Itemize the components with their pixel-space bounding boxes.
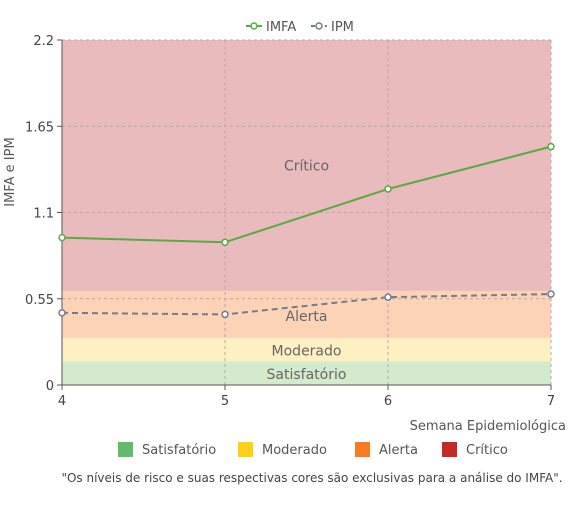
zone-legend-label: Alerta [379, 443, 418, 458]
y-tick-label-1: 0 [46, 379, 54, 394]
x-tick-label-4: 7 [547, 394, 555, 409]
y-tick-label-3: 1.1 [33, 207, 54, 222]
zone-legend-swatch [442, 442, 457, 457]
zone-legend-swatch [238, 442, 253, 457]
legend-label: IPM [331, 20, 354, 35]
axes: 0 0.55 1.1 1.65 2.2 4 5 6 7 [25, 34, 555, 409]
zone-legend-item-1[interactable]: Satisfatório [118, 442, 216, 458]
zone-legend-swatch [118, 442, 133, 457]
zone-label-2: Alerta [286, 309, 328, 325]
zone-band-1 [62, 361, 551, 385]
zone-legend-item-4[interactable]: Crítico [442, 442, 508, 458]
point-ipm-4[interactable] [547, 290, 555, 298]
point-imfa-3[interactable] [384, 185, 392, 193]
y-tick-label-4: 1.65 [25, 120, 54, 135]
risk-zones [62, 40, 551, 385]
point-imfa-2[interactable] [221, 238, 229, 247]
point-ipm-2[interactable] [221, 310, 229, 319]
y-axis-title: IMFA e IPM [3, 137, 18, 206]
point-ipm-3[interactable] [384, 293, 392, 301]
point-imfa-1[interactable] [58, 233, 66, 242]
zone-legend-label: Moderado [262, 443, 327, 458]
legend-label: IMFA [266, 20, 296, 35]
x-axis-title: Semana Epidemiológica [410, 419, 566, 434]
x-tick-label-1: 4 [58, 394, 66, 409]
legend-item-imfa[interactable]: IMFA [246, 20, 296, 35]
zone-label-1: Crítico [284, 158, 329, 174]
y-tick-label-2: 0.55 [25, 293, 54, 308]
zone-legend[interactable]: Satisfatório Moderado Alerta Crítico [118, 442, 508, 458]
y-tick-label-5: 2.2 [33, 34, 54, 49]
zone-legend-label: Crítico [466, 443, 508, 458]
zone-label-4: Satisfatório [267, 367, 347, 383]
x-tick-label-3: 6 [384, 394, 392, 409]
series-line-imfa [61, 145, 552, 244]
zone-legend-item-2[interactable]: Moderado [238, 442, 327, 458]
zone-legend-item-3[interactable]: Alerta [355, 442, 418, 458]
point-imfa-4[interactable] [547, 142, 555, 151]
zone-band-4 [62, 40, 551, 291]
legend-swatch-marker [250, 22, 258, 30]
point-ipm-1[interactable] [58, 309, 66, 317]
zone-legend-swatch [355, 442, 370, 457]
zone-labels: Crítico Alerta Moderado Satisfatório [267, 158, 347, 383]
zone-legend-label: Satisfatório [142, 443, 216, 458]
zone-label-3: Moderado [272, 344, 342, 360]
legend-swatch-marker [315, 22, 323, 30]
x-tick-label-2: 5 [221, 394, 229, 409]
series-legend[interactable]: IMFA IPM [246, 20, 354, 35]
series-line-ipm [61, 293, 552, 316]
zone-band-2 [62, 337, 551, 362]
legend-item-ipm[interactable]: IPM [311, 20, 354, 35]
series [58, 142, 555, 319]
chart-note: "Os níveis de risco e suas respectivas c… [61, 471, 562, 485]
